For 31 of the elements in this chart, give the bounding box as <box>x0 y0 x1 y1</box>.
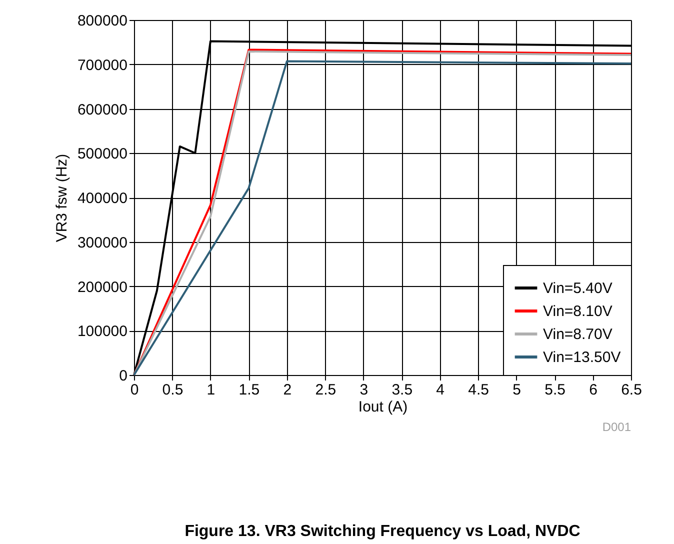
x-tick-label: 2 <box>283 382 292 398</box>
x-tick-label: 6.5 <box>621 382 642 398</box>
x-tick-label: 3.5 <box>392 382 413 398</box>
y-tick-label: 0 <box>119 368 128 384</box>
x-tick-label: 4 <box>436 382 445 398</box>
x-tick-label: 4.5 <box>468 382 490 398</box>
text: D001 <box>602 420 632 434</box>
x-tick-label: 5.5 <box>544 382 566 398</box>
y-tick-label: 500000 <box>77 146 128 163</box>
y-tick-label: 800000 <box>77 12 128 30</box>
y-tick-label: 200000 <box>77 278 128 296</box>
x-tick-label: 3 <box>360 382 368 398</box>
y-axis-title: VR3 fsw (Hz) <box>53 154 70 242</box>
legend-label: Vin=5.40V <box>543 280 612 297</box>
x-tick-label: 2.5 <box>315 382 336 398</box>
x-tick-label: 6 <box>589 382 598 398</box>
y-tick-label: 300000 <box>77 234 128 252</box>
y-tick-label: 100000 <box>77 323 128 340</box>
legend-label: Vin=13.50V <box>543 349 621 366</box>
legend-label: Vin=8.70V <box>543 326 612 343</box>
x-tick-label: 0.5 <box>162 382 184 398</box>
y-tick-label: 700000 <box>77 56 128 74</box>
x-tick-label: 1 <box>206 382 216 398</box>
y-tick-label: 600000 <box>77 101 128 118</box>
x-axis-title: Iout (A) <box>358 398 408 416</box>
x-tick-label: 0 <box>130 382 139 398</box>
text: Figure 13. VR3 Switching Frequency vs Load, NVDC <box>184 523 581 540</box>
x-tick-label: 1.5 <box>238 382 260 398</box>
x-tick-label: 5 <box>512 382 521 398</box>
y-tick-label: 400000 <box>77 190 128 207</box>
legend-label: Vin=8.10V <box>543 303 612 320</box>
